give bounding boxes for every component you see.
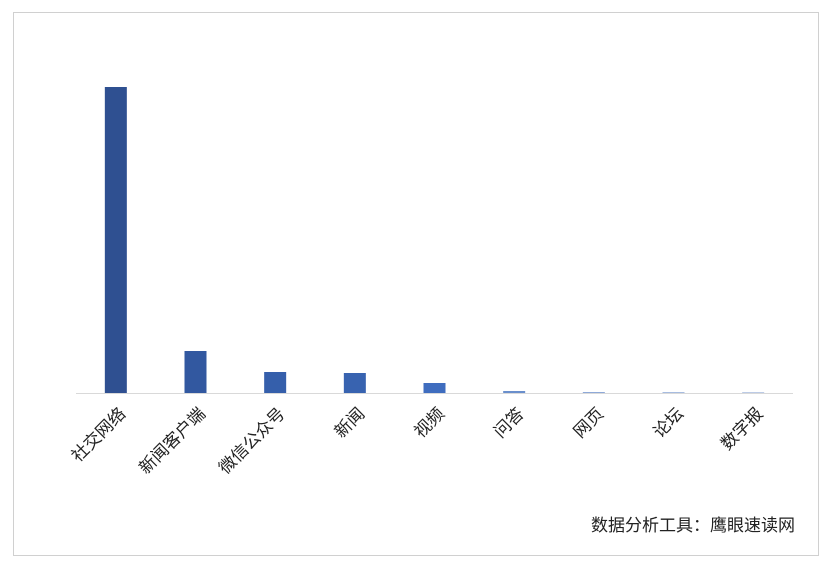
bar [104, 87, 127, 393]
chart-frame [13, 12, 819, 556]
bar [503, 391, 526, 393]
bar [184, 351, 207, 393]
bar [343, 373, 366, 393]
bar [582, 392, 605, 393]
source-note: 数据分析工具：鹰眼速读网 [591, 516, 795, 535]
bar [742, 392, 765, 393]
bar [423, 383, 446, 393]
bar [264, 372, 287, 393]
bar [662, 392, 685, 393]
